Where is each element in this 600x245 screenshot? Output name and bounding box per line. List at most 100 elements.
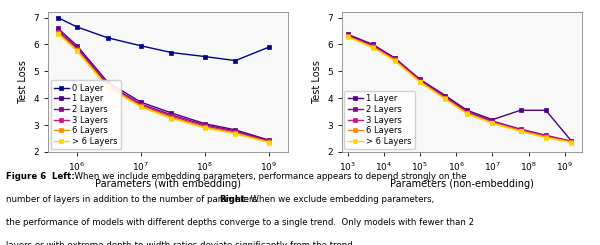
6 Layers <box>137 105 145 108</box>
Line: 6 Layers: 6 Layers <box>346 34 573 144</box>
1 Layer <box>232 128 239 131</box>
Text: layers or with extreme depth-to-width ratios deviate significantly from the tren: layers or with extreme depth-to-width ra… <box>6 241 355 245</box>
1 Layer <box>489 118 496 121</box>
0 Layer <box>74 25 81 28</box>
1 Layer <box>201 122 208 125</box>
2 Layers <box>54 29 61 32</box>
3 Layers <box>369 45 376 48</box>
> 6 Layers <box>517 130 524 133</box>
> 6 Layers <box>104 86 111 89</box>
Line: 0 Layer: 0 Layer <box>56 15 271 63</box>
6 Layers <box>568 140 575 143</box>
> 6 Layers <box>542 136 550 139</box>
2 Layers <box>168 113 175 116</box>
Line: 2 Layers: 2 Layers <box>56 28 271 143</box>
6 Layers <box>369 45 376 48</box>
1 Layer <box>54 27 61 30</box>
> 6 Layers <box>232 133 239 135</box>
> 6 Layers <box>74 50 81 53</box>
> 6 Layers <box>54 32 61 35</box>
> 6 Layers <box>265 141 272 144</box>
Y-axis label: Test Loss: Test Loss <box>311 60 322 104</box>
Text: When we exclude embedding parameters,: When we exclude embedding parameters, <box>245 195 434 204</box>
> 6 Layers <box>391 59 398 62</box>
3 Layers <box>201 125 208 128</box>
1 Layer <box>442 94 449 97</box>
3 Layers <box>265 140 272 143</box>
2 Layers <box>104 83 111 86</box>
0 Layer <box>232 59 239 62</box>
Line: 3 Layers: 3 Layers <box>56 29 271 144</box>
Line: 1 Layer: 1 Layer <box>346 32 573 143</box>
3 Layers <box>137 104 145 107</box>
Text: the performance of models with different depths converge to a single trend.  Onl: the performance of models with different… <box>6 218 474 227</box>
3 Layers <box>542 135 550 137</box>
1 Layer <box>344 33 351 36</box>
Line: 2 Layers: 2 Layers <box>346 33 573 143</box>
1 Layer <box>369 43 376 46</box>
1 Layer <box>265 139 272 142</box>
> 6 Layers <box>463 112 470 115</box>
6 Layers <box>489 121 496 124</box>
Line: > 6 Layers: > 6 Layers <box>346 35 573 145</box>
1 Layer <box>416 78 424 81</box>
Line: 3 Layers: 3 Layers <box>346 34 573 144</box>
> 6 Layers <box>137 106 145 109</box>
2 Layers <box>232 130 239 133</box>
> 6 Layers <box>416 81 424 84</box>
X-axis label: Parameters (non-embedding): Parameters (non-embedding) <box>390 179 534 189</box>
> 6 Layers <box>489 122 496 125</box>
3 Layers <box>416 79 424 82</box>
6 Layers <box>391 59 398 61</box>
2 Layers <box>201 123 208 126</box>
2 Layers <box>74 46 81 49</box>
6 Layers <box>74 49 81 52</box>
1 Layer <box>463 109 470 112</box>
6 Layers <box>265 140 272 143</box>
> 6 Layers <box>369 46 376 49</box>
Y-axis label: Test Loss: Test Loss <box>17 60 28 104</box>
Text: Right:: Right: <box>219 195 248 204</box>
6 Layers <box>232 132 239 135</box>
2 Layers <box>369 44 376 47</box>
6 Layers <box>517 129 524 132</box>
2 Layers <box>391 57 398 60</box>
Text: number of layers in addition to the number of parameters.: number of layers in addition to the numb… <box>6 195 260 204</box>
2 Layers <box>568 140 575 143</box>
3 Layers <box>344 34 351 37</box>
1 Layer <box>568 139 575 142</box>
Line: 1 Layer: 1 Layer <box>56 26 271 142</box>
1 Layer <box>517 109 524 112</box>
> 6 Layers <box>442 98 449 101</box>
Text: Left:: Left: <box>43 172 75 181</box>
1 Layer <box>542 109 550 112</box>
> 6 Layers <box>168 117 175 120</box>
0 Layer <box>265 46 272 49</box>
3 Layers <box>442 96 449 99</box>
3 Layers <box>74 48 81 51</box>
> 6 Layers <box>344 36 351 38</box>
6 Layers <box>104 85 111 88</box>
Line: > 6 Layers: > 6 Layers <box>56 32 271 145</box>
0 Layer <box>104 36 111 39</box>
6 Layers <box>442 97 449 100</box>
X-axis label: Parameters (with embedding): Parameters (with embedding) <box>95 179 241 189</box>
3 Layers <box>232 131 239 134</box>
6 Layers <box>344 35 351 38</box>
3 Layers <box>517 128 524 131</box>
> 6 Layers <box>201 126 208 129</box>
0 Layer <box>54 16 61 19</box>
2 Layers <box>137 103 145 106</box>
Line: 6 Layers: 6 Layers <box>56 31 271 144</box>
6 Layers <box>542 135 550 138</box>
Legend: 1 Layer, 2 Layers, 3 Layers, 6 Layers, > 6 Layers: 1 Layer, 2 Layers, 3 Layers, 6 Layers, >… <box>344 91 415 149</box>
2 Layers <box>489 120 496 122</box>
6 Layers <box>463 112 470 115</box>
3 Layers <box>54 30 61 33</box>
1 Layer <box>391 56 398 59</box>
1 Layer <box>74 44 81 47</box>
0 Layer <box>168 51 175 54</box>
3 Layers <box>463 111 470 114</box>
Text: Figure 6: Figure 6 <box>6 172 46 181</box>
Text: When we include embedding parameters, performance appears to depend strongly on : When we include embedding parameters, pe… <box>69 172 467 181</box>
